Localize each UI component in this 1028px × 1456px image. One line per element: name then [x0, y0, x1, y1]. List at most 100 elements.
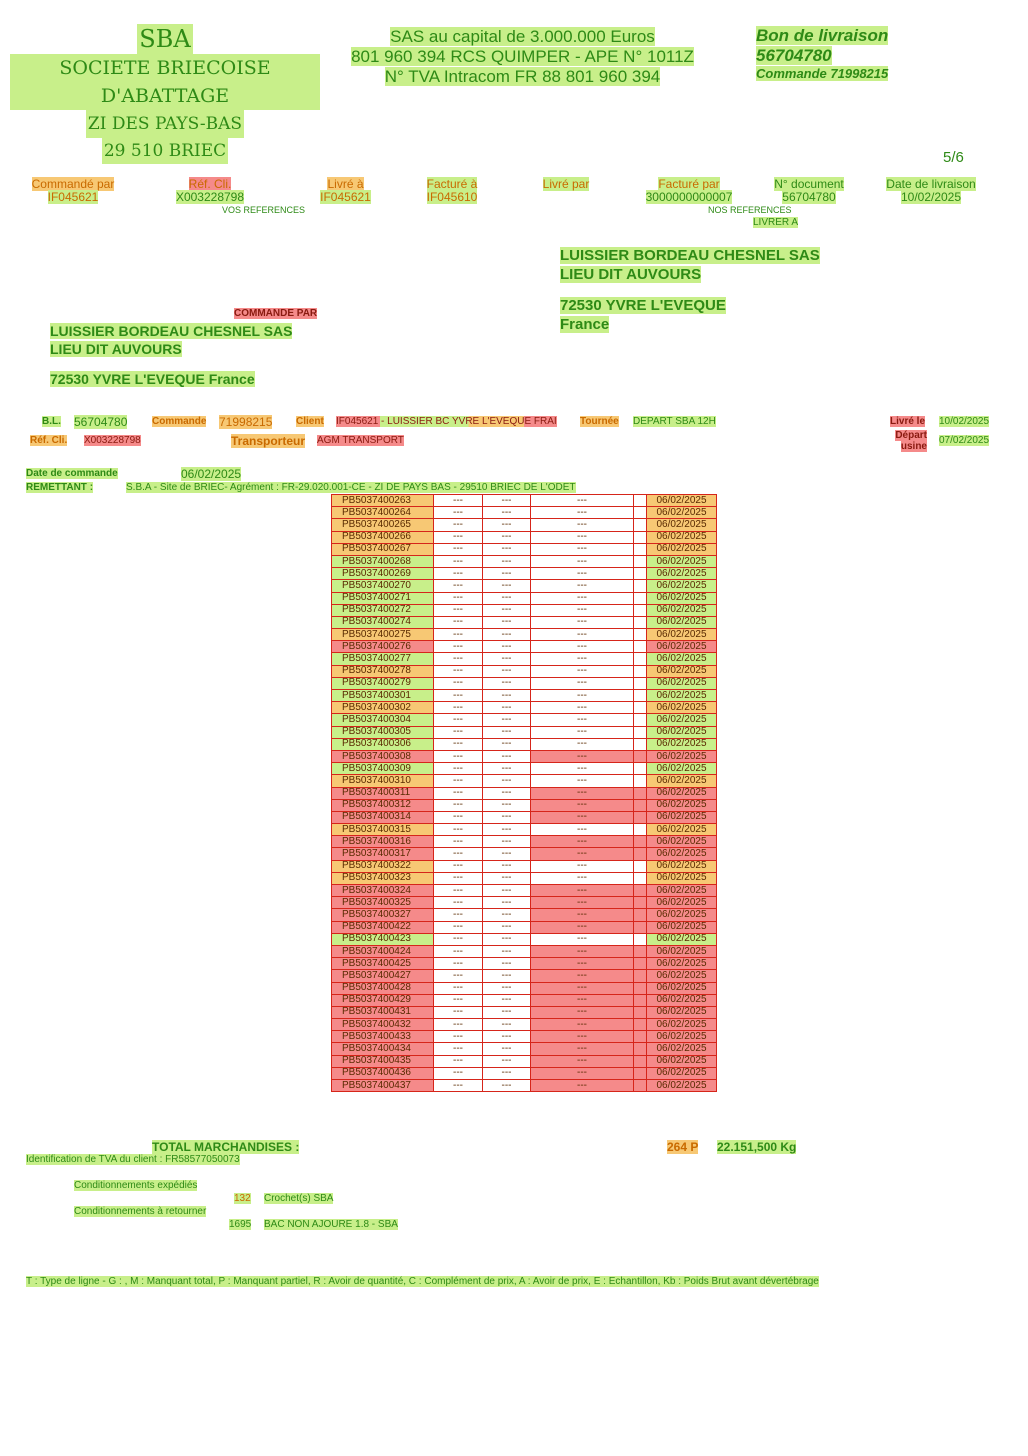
line-col-b: --- — [482, 847, 531, 861]
line-col-b: --- — [482, 896, 531, 910]
line-col-a: --- — [433, 798, 483, 812]
line-col-c: --- — [530, 567, 634, 581]
line-col-a: --- — [433, 725, 483, 739]
line-col-c: --- — [530, 493, 634, 508]
line-ref: PB5037400435 — [331, 1054, 434, 1068]
line-date: 06/02/2025 — [646, 969, 717, 983]
line-col-c: --- — [530, 823, 634, 837]
line-col-b: --- — [482, 688, 531, 703]
line-ref: PB5037400436 — [331, 1066, 434, 1081]
table-row: PB5037400435 --- --- --- 06/02/2025 — [331, 1054, 717, 1068]
line-col-a: --- — [433, 530, 483, 544]
line-col-b: --- — [482, 883, 531, 898]
line-ref: PB5037400310 — [331, 774, 434, 788]
table-row: PB5037400324 --- --- --- 06/02/2025 — [331, 883, 717, 898]
line-date: 06/02/2025 — [646, 847, 717, 861]
line-ref: PB5037400301 — [331, 688, 434, 703]
line-ref: PB5037400309 — [331, 762, 434, 776]
line-col-c: --- — [530, 652, 634, 666]
line-date: 06/02/2025 — [646, 1005, 717, 1020]
cond-retourner-qty: 1695 — [229, 1219, 252, 1230]
line-date: 06/02/2025 — [646, 1018, 717, 1032]
line-date: 06/02/2025 — [646, 664, 717, 678]
table-row: PB5037400272 --- --- --- 06/02/2025 — [331, 603, 717, 617]
line-col-a: --- — [433, 1054, 483, 1068]
line-ref: PB5037400317 — [331, 847, 434, 861]
line-date: 06/02/2025 — [646, 701, 717, 715]
table-row: PB5037400263 --- --- --- 06/02/2025 — [331, 493, 717, 508]
line-col-b: --- — [482, 932, 531, 946]
table-row: PB5037400277 --- --- --- 06/02/2025 — [331, 652, 717, 666]
table-row: PB5037400278 --- --- --- 06/02/2025 — [331, 664, 717, 678]
line-col-b: --- — [482, 810, 531, 825]
line-date: 06/02/2025 — [646, 567, 717, 581]
line-ref: PB5037400432 — [331, 1018, 434, 1032]
line-date: 06/02/2025 — [646, 713, 717, 727]
line-col-d — [633, 506, 647, 520]
tournee-label: Tournée — [580, 416, 619, 427]
company-fullname: SOCIETE BRIECOISE D'ABATTAGE — [10, 54, 320, 110]
transporteur-label: Transporteur — [231, 434, 306, 448]
line-col-a: --- — [433, 688, 483, 703]
line-col-b: --- — [482, 518, 531, 532]
line-ref: PB5037400423 — [331, 932, 434, 946]
line-ref: PB5037400327 — [331, 908, 434, 922]
line-date: 06/02/2025 — [646, 1054, 717, 1068]
bl-value: 56704780 — [74, 415, 128, 429]
line-col-b: --- — [482, 859, 531, 873]
line-col-d — [633, 628, 647, 642]
line-col-a: --- — [433, 1066, 483, 1081]
lines-body: PB5037400263 --- --- --- 06/02/2025 PB5037400… — [331, 493, 717, 1093]
table-row: PB5037400305 --- --- --- 06/02/2025 — [331, 725, 717, 739]
line-col-d — [633, 981, 647, 995]
line-col-a: --- — [433, 554, 483, 569]
line-col-d — [633, 883, 647, 898]
line-col-a: --- — [433, 969, 483, 983]
line-col-a: --- — [433, 823, 483, 837]
line-col-b: --- — [482, 579, 531, 593]
line-col-c: --- — [530, 981, 634, 995]
table-row: PB5037400309 --- --- --- 06/02/2025 — [331, 762, 717, 776]
line-col-d — [633, 859, 647, 873]
line-date: 06/02/2025 — [646, 957, 717, 971]
field-facture-par: Facturé par 3000000000007 — [645, 177, 733, 204]
line-col-d — [633, 835, 647, 849]
total-weight: 22.151,500 Kg — [717, 1140, 797, 1154]
line-date: 06/02/2025 — [646, 823, 717, 837]
line-col-c: --- — [530, 554, 634, 569]
line-date: 06/02/2025 — [646, 774, 717, 788]
line-ref: PB5037400314 — [331, 810, 434, 825]
line-col-a: --- — [433, 944, 483, 959]
line-col-d — [633, 1018, 647, 1032]
line-col-a: --- — [433, 1078, 483, 1093]
line-ref: PB5037400276 — [331, 640, 434, 654]
line-col-d — [633, 567, 647, 581]
table-row: PB5037400271 --- --- --- 06/02/2025 — [331, 591, 717, 605]
table-row: PB5037400264 --- --- --- 06/02/2025 — [331, 506, 717, 520]
line-ref: PB5037400279 — [331, 676, 434, 691]
line-col-b: --- — [482, 737, 531, 751]
ref-cli-label: Réf. Cli. — [30, 435, 68, 446]
field-date-livraison: Date de livraison 10/02/2025 — [886, 177, 976, 204]
table-row: PB5037400434 --- --- --- 06/02/2025 — [331, 1042, 717, 1056]
table-row: PB5037400429 --- --- --- 06/02/2025 — [331, 993, 717, 1007]
legal-line-1: SAS au capital de 3.000.000 Euros — [390, 27, 655, 46]
line-col-d — [633, 1042, 647, 1056]
client-label: Client — [296, 416, 324, 427]
line-col-b: --- — [482, 676, 531, 691]
line-col-c: --- — [530, 664, 634, 678]
line-col-a: --- — [433, 701, 483, 715]
line-col-b: --- — [482, 1042, 531, 1056]
order-address: LUISSIER BORDEAU CHESNEL SAS LIEU DIT AU… — [50, 322, 350, 388]
line-col-d — [633, 713, 647, 727]
line-ref: PB5037400315 — [331, 823, 434, 837]
line-col-b: --- — [482, 835, 531, 849]
line-col-b: --- — [482, 957, 531, 971]
line-col-c: --- — [530, 871, 634, 886]
transporteur-value: AGM TRANSPORT — [317, 435, 404, 446]
line-col-a: --- — [433, 676, 483, 691]
line-col-d — [633, 969, 647, 983]
doc-number: 56704780 — [756, 46, 832, 65]
line-col-a: --- — [433, 786, 483, 800]
line-col-b: --- — [482, 1018, 531, 1032]
